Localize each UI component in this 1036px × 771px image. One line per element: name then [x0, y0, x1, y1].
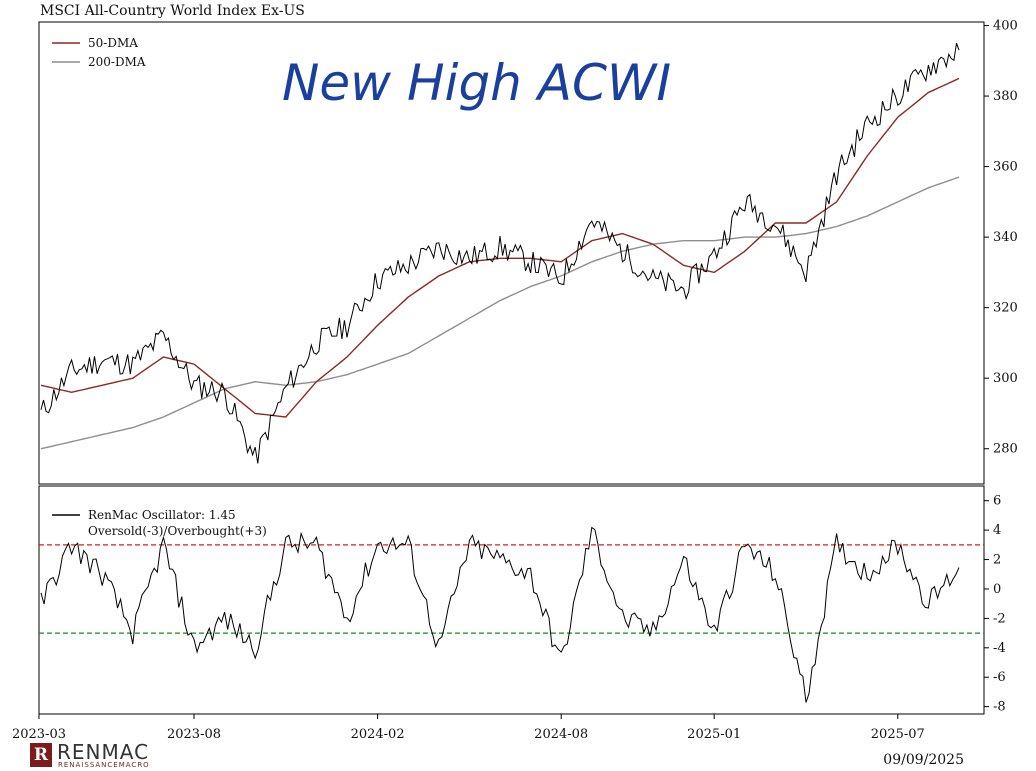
oscillator-panel-frame — [38, 485, 985, 715]
osc-y-tick-label: -2 — [993, 611, 1006, 626]
price-y-tick-label: 400 — [993, 19, 1018, 34]
chart-title: MSCI All-Country World Index Ex-US — [40, 3, 305, 19]
price-y-tick-label: 380 — [993, 89, 1018, 104]
legend-oscillator-label: RenMac Oscillator: 1.45 — [88, 508, 236, 522]
price-panel: 280 300 320 340 360 380 400 50-DMA 200-DMA New… — [38, 19, 1018, 485]
dma200-line — [40, 176, 960, 450]
x-tick-label: 2023-03 — [12, 727, 66, 742]
x-axis: 2023-03 2023-08 2024-02 2024-08 2025-01 2025-… — [12, 714, 925, 742]
handwritten-annotation: New High ACWI — [282, 54, 671, 112]
osc-y-tick-label: 2 — [993, 553, 1001, 568]
oscillator-line — [40, 526, 960, 703]
legend-dma200-label: 200-DMA — [88, 55, 146, 69]
osc-y-tick-label: -8 — [993, 700, 1006, 715]
osc-y-tick-label: -4 — [993, 641, 1006, 656]
x-tick-label: 2025-07 — [871, 727, 925, 742]
osc-y-tick-label: 4 — [993, 523, 1001, 538]
legend-dma50-label: 50-DMA — [88, 36, 138, 50]
price-y-tick-label: 300 — [993, 371, 1018, 386]
osc-y-tick-label: -6 — [993, 670, 1006, 685]
date-stamp: 09/09/2025 — [883, 752, 964, 768]
x-tick-label: 2024-08 — [534, 727, 588, 742]
price-y-tick-label: 360 — [993, 160, 1018, 175]
x-tick-label: 2023-08 — [167, 727, 221, 742]
x-tick-label: 2025-01 — [687, 727, 741, 742]
price-line — [40, 43, 960, 464]
price-panel-frame — [38, 21, 985, 485]
legend-threshold-label: Oversold(-3)/Overbought(+3) — [88, 524, 267, 538]
renmac-logo-name: RENMAC — [57, 740, 150, 764]
price-y-tick-label: 320 — [993, 301, 1018, 316]
oscillator-panel: 6 4 2 0 -2 -4 -6 -8 RenMac Oscillator: 1.45 Ove… — [38, 485, 1006, 715]
x-tick-label: 2024-02 — [351, 727, 405, 742]
renmac-logo-mark: R — [30, 743, 52, 767]
renmac-logo-subtitle: RENAISSANCEMACRO — [58, 761, 150, 769]
price-y-tick-label: 280 — [993, 442, 1018, 457]
osc-y-tick-label: 0 — [993, 582, 1001, 597]
price-y-tick-label: 340 — [993, 230, 1018, 245]
osc-y-tick-label: 6 — [993, 494, 1001, 509]
dma50-line — [40, 77, 960, 418]
